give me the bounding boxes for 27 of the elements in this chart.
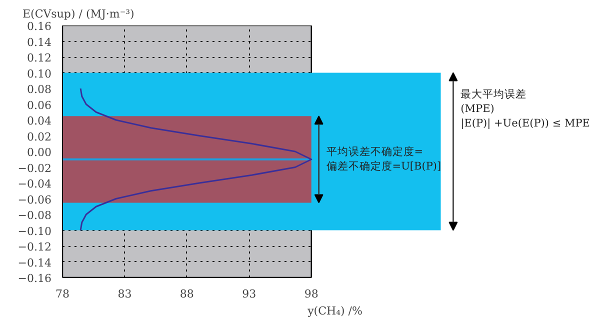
y-tick-label: 0.08 <box>27 83 52 96</box>
y-tick-label: 0.14 <box>27 36 52 49</box>
line-series <box>80 88 312 231</box>
x-tick-label: 93 <box>242 288 256 300</box>
y-tick-label: 0.06 <box>27 98 52 112</box>
y-tick-label: −0.16 <box>18 272 52 285</box>
y-tick-label: −0.04 <box>18 178 52 190</box>
y-tick-label: −0.08 <box>18 209 52 222</box>
y-axis-title: E(CVsup) / (MJ·m⁻³) <box>22 8 134 20</box>
band-label: 平均误差不确定度= 偏差不确定度=U[B(P)] <box>326 145 442 173</box>
y-tick-label: 0.10 <box>27 67 52 80</box>
y-tick-label: 0.04 <box>27 114 52 128</box>
y-tick-label: 0.12 <box>27 52 52 64</box>
y-tick-label: 0.00 <box>27 146 52 159</box>
x-tick-label: 78 <box>56 288 70 300</box>
band-label: 最大平均误差 (MPE) |E(P)| +Ue(E(P)) ≤ MPE <box>460 88 590 130</box>
y-tick-label: −0.14 <box>18 256 52 270</box>
x-axis-title: y(CH₄) /% <box>306 304 362 318</box>
y-tick-label: 0.02 <box>27 130 52 144</box>
x-tick-label: 98 <box>304 288 318 300</box>
y-tick-label: 0.16 <box>27 20 52 33</box>
y-tick-label: −0.10 <box>18 224 52 238</box>
y-tick-label: −0.02 <box>18 162 52 175</box>
y-tick-label: −0.06 <box>18 193 52 206</box>
y-tick-label: −0.12 <box>18 240 52 254</box>
x-tick-label: 88 <box>180 288 194 300</box>
x-tick-label: 83 <box>118 288 132 300</box>
